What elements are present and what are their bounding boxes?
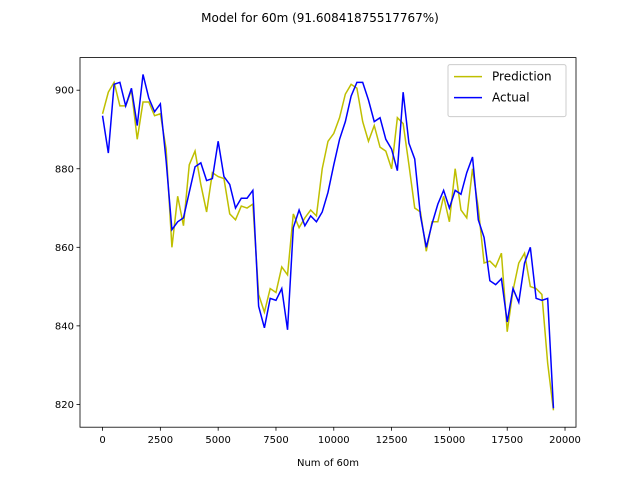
- x-tick-label: 2500: [148, 435, 173, 446]
- x-tick-label: 7500: [263, 435, 288, 446]
- data-line: [101, 74, 555, 409]
- x-tick-label: 0: [99, 435, 105, 446]
- y-tick-label: 880: [55, 164, 74, 175]
- x-tick-label: 15000: [433, 435, 465, 446]
- legend-box: [447, 64, 567, 118]
- legend-label: Prediction: [492, 70, 552, 84]
- legend: Prediction Actual: [447, 64, 567, 118]
- chart-title: Model for 60m (91.60841875517767%): [201, 11, 439, 25]
- legend-label: Actual: [492, 91, 530, 105]
- axes-frame: [79, 57, 577, 428]
- x-tick-label: 10000: [318, 435, 350, 446]
- y-tick-label: 840: [55, 321, 74, 332]
- x-tick-label: 17500: [491, 435, 523, 446]
- y-tick-label: 900: [55, 86, 74, 97]
- plot-area: [101, 74, 555, 411]
- y-tick-label: 860: [55, 243, 74, 254]
- x-tick-label: 5000: [205, 435, 230, 446]
- x-axis-label: Num of 60m: [297, 458, 359, 469]
- x-tick-label: 20000: [549, 435, 581, 446]
- data-line: [101, 80, 555, 411]
- y-tick-label: 820: [55, 400, 74, 411]
- x-tick-label: 12500: [376, 435, 408, 446]
